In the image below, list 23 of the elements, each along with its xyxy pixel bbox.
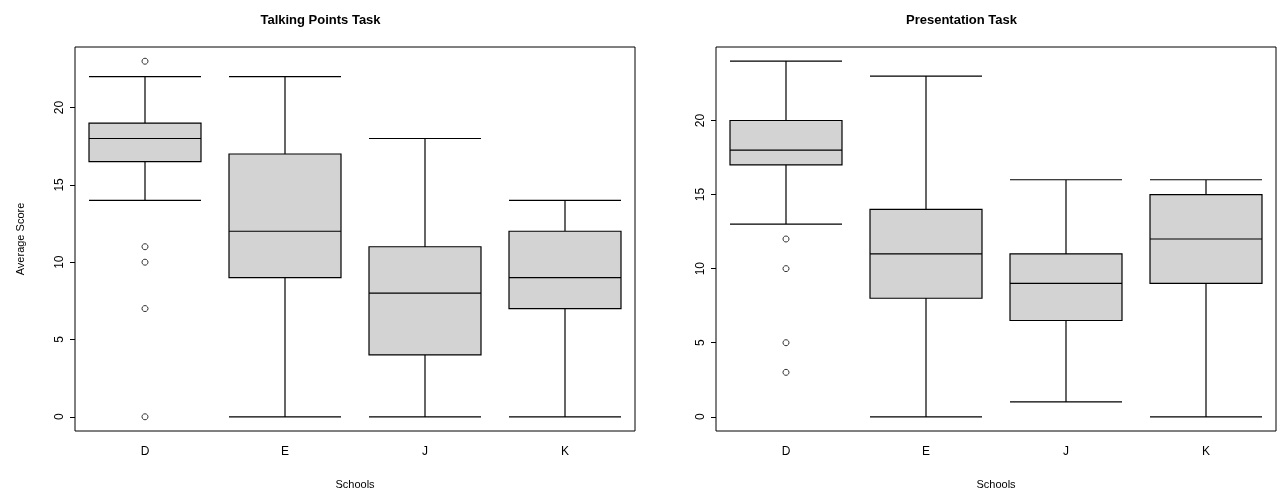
x-axis-title: Schools xyxy=(335,477,376,490)
x-tick-label: K xyxy=(560,444,570,458)
x-tick-label: K xyxy=(1201,444,1211,458)
y-tick-label: 15 xyxy=(693,187,707,202)
y-tick-label: 10 xyxy=(52,255,66,269)
y-tick-label: 10 xyxy=(693,261,707,276)
y-tick-label: 5 xyxy=(52,335,66,343)
y-tick-label: 20 xyxy=(693,113,707,128)
x-tick-label: E xyxy=(921,444,931,458)
x-tick-label: J xyxy=(422,444,428,458)
chart-title: Presentation Task xyxy=(905,12,1018,27)
y-axis-title: Average Score xyxy=(13,202,26,276)
y-tick-label: 20 xyxy=(52,100,66,115)
x-tick-label: J xyxy=(1063,444,1069,458)
y-tick-label: 0 xyxy=(693,413,707,421)
x-axis-title: Schools xyxy=(976,477,1017,490)
x-tick-label: E xyxy=(280,444,290,458)
y-tick-label: 0 xyxy=(52,413,66,421)
y-tick-label: 5 xyxy=(693,339,707,347)
y-tick-label: 15 xyxy=(52,177,66,192)
chart-title: Talking Points Task xyxy=(260,12,382,27)
x-tick-label: D xyxy=(781,444,791,458)
x-tick-label: D xyxy=(140,444,150,458)
